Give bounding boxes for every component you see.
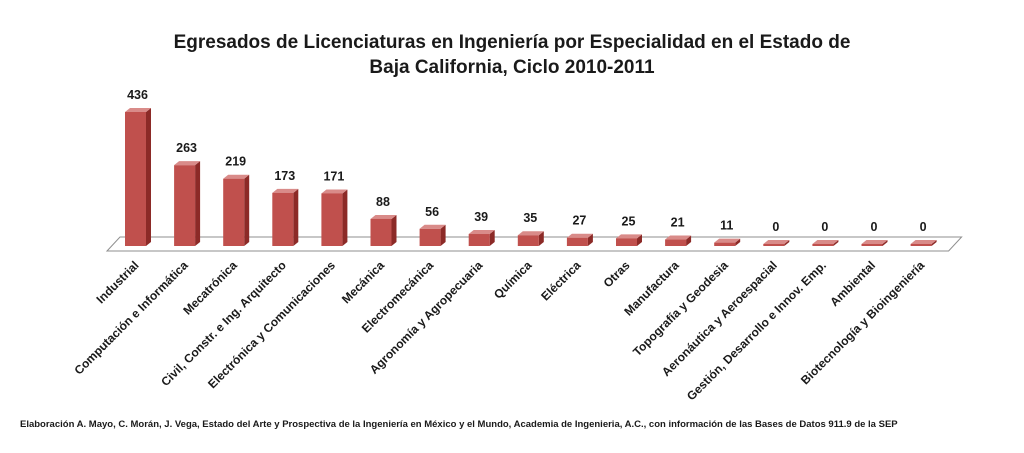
bar-front bbox=[616, 238, 637, 246]
bar-9 bbox=[517, 231, 544, 246]
bar-8 bbox=[468, 230, 495, 246]
bar-front bbox=[517, 235, 539, 246]
bar-side bbox=[637, 234, 642, 246]
bar-side bbox=[833, 240, 839, 246]
bar-12 bbox=[665, 235, 692, 246]
bar-top bbox=[321, 189, 348, 194]
data-label-3: 219 bbox=[225, 155, 246, 169]
bar-side bbox=[342, 189, 348, 246]
bar-side bbox=[146, 108, 151, 246]
bar-top bbox=[272, 188, 299, 193]
bar-top bbox=[468, 230, 495, 235]
category-label-1: Industrial bbox=[94, 258, 142, 306]
bar-side bbox=[784, 240, 790, 246]
category-label-9: Química bbox=[491, 258, 535, 302]
bar-7 bbox=[419, 224, 446, 246]
bar-3 bbox=[223, 174, 250, 246]
bar-front bbox=[714, 242, 736, 246]
bar-top bbox=[419, 224, 446, 229]
source-note: Elaboración A. Mayo, C. Morán, J. Vega, … bbox=[20, 419, 898, 430]
bar-side bbox=[293, 188, 299, 246]
bar-top bbox=[517, 231, 544, 236]
category-label-16: Ambiental bbox=[827, 258, 878, 309]
data-label-15: 0 bbox=[821, 220, 828, 234]
data-label-12: 21 bbox=[671, 216, 685, 230]
data-label-7: 56 bbox=[425, 205, 439, 219]
bar-front bbox=[763, 244, 785, 246]
bar-front bbox=[272, 192, 294, 246]
bar-2 bbox=[174, 161, 201, 246]
bar-front bbox=[370, 218, 392, 246]
bar-6 bbox=[370, 214, 397, 246]
bar-side bbox=[686, 235, 692, 246]
bar-front bbox=[419, 228, 441, 246]
bar-top bbox=[714, 238, 741, 243]
data-label-10: 27 bbox=[572, 214, 586, 228]
bar-front bbox=[468, 234, 490, 246]
chart-title-line-1: Egresados de Licenciaturas en Ingeniería… bbox=[174, 32, 851, 53]
bar-15 bbox=[812, 240, 839, 246]
data-label-1: 436 bbox=[127, 88, 148, 102]
bar-side bbox=[489, 230, 495, 246]
bar-side bbox=[882, 240, 888, 246]
bar-4 bbox=[272, 188, 299, 246]
chart-title-line-2: Baja California, Ciclo 2010-2011 bbox=[369, 57, 655, 78]
bar-top bbox=[763, 240, 790, 244]
category-label-10: Eléctrica bbox=[538, 258, 584, 304]
bar-side bbox=[538, 231, 544, 246]
bar-10 bbox=[566, 233, 593, 246]
bar-side bbox=[244, 174, 250, 246]
bar-front bbox=[125, 112, 146, 246]
bar-top bbox=[812, 240, 839, 244]
bar-front bbox=[174, 165, 196, 246]
category-label-6: Mecánica bbox=[339, 258, 387, 306]
bar-top bbox=[910, 240, 937, 244]
bar-front bbox=[861, 244, 883, 246]
data-label-17: 0 bbox=[920, 220, 927, 234]
bar-front bbox=[321, 193, 343, 246]
bar-top bbox=[665, 235, 692, 240]
data-label-6: 88 bbox=[376, 195, 390, 209]
bar-front bbox=[566, 237, 588, 246]
bar-top bbox=[616, 234, 642, 239]
bar-front bbox=[223, 178, 245, 246]
bar-17 bbox=[910, 240, 937, 246]
bar-front bbox=[812, 244, 834, 246]
category-label-13: Topografía y Geodesia bbox=[630, 258, 731, 359]
bar-top bbox=[566, 233, 593, 238]
bar-top bbox=[174, 161, 201, 166]
data-label-4: 173 bbox=[274, 169, 295, 183]
bar-top bbox=[125, 108, 151, 112]
data-label-11: 25 bbox=[622, 214, 636, 228]
bar-front bbox=[665, 239, 687, 246]
data-label-9: 35 bbox=[523, 211, 537, 225]
data-label-5: 171 bbox=[323, 169, 344, 183]
bar-side bbox=[391, 214, 397, 246]
data-label-8: 39 bbox=[474, 210, 488, 224]
bar-front bbox=[910, 244, 932, 246]
bar-1 bbox=[125, 108, 151, 246]
bar-side bbox=[735, 238, 741, 246]
data-label-14: 0 bbox=[772, 220, 779, 234]
bar-side bbox=[931, 240, 937, 246]
bar-13 bbox=[714, 238, 741, 246]
bar-side bbox=[440, 224, 446, 246]
bar-top bbox=[861, 240, 888, 244]
bar-14 bbox=[763, 240, 790, 246]
bar-top bbox=[223, 174, 250, 179]
bar-top bbox=[370, 214, 397, 219]
bar-side bbox=[195, 161, 201, 246]
data-label-2: 263 bbox=[176, 141, 197, 155]
bar-side bbox=[587, 233, 593, 246]
bar-5 bbox=[321, 189, 348, 246]
bar-11 bbox=[616, 234, 642, 246]
category-label-11: Otras bbox=[601, 258, 633, 290]
bar-16 bbox=[861, 240, 888, 246]
data-label-13: 11 bbox=[720, 219, 733, 233]
data-label-16: 0 bbox=[871, 220, 878, 234]
